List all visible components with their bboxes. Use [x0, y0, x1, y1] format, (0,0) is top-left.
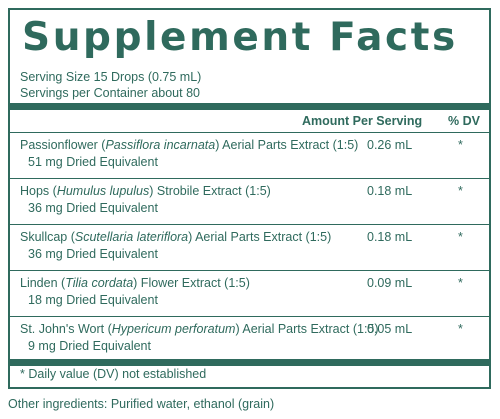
- thick-divider-top: [10, 103, 489, 110]
- ingredient-amount: 0.05 mL: [367, 322, 413, 336]
- ingredient-row: Passionflower (Passiflora incarnata) Aer…: [10, 133, 489, 178]
- ingredient-dv: *: [458, 322, 463, 336]
- ingredient-row: Skullcap (Scutellaria lateriflora) Aeria…: [10, 225, 489, 270]
- ingredient-row: Hops (Humulus lupulus) Strobile Extract …: [10, 179, 489, 224]
- latin-name: Scutellaria lateriflora: [74, 230, 189, 244]
- serving-info: Serving Size 15 Drops (0.75 mL) Servings…: [20, 69, 201, 101]
- dried-equivalent: 36 mg Dried Equivalent: [28, 247, 158, 261]
- amount-per-serving-header: Amount Per Serving: [302, 114, 423, 128]
- ingredient-row: St. John's Wort (Hypericum perforatum) A…: [10, 317, 489, 362]
- row-divider: [10, 316, 489, 317]
- ingredient-name: Skullcap (Scutellaria lateriflora) Aeria…: [20, 230, 332, 244]
- row-divider: [10, 178, 489, 179]
- ingredient-amount: 0.18 mL: [367, 184, 413, 198]
- servings-per-container: Servings per Container about 80: [20, 86, 200, 100]
- row-divider: [10, 270, 489, 271]
- ingredient-dv: *: [458, 138, 463, 152]
- dried-equivalent: 36 mg Dried Equivalent: [28, 201, 158, 215]
- latin-name: Humulus lupulus: [56, 184, 150, 198]
- supplement-facts-panel: Supplement Facts Serving Size 15 Drops (…: [8, 8, 491, 389]
- row-divider: [10, 224, 489, 225]
- serving-size: Serving Size 15 Drops (0.75 mL): [20, 70, 202, 84]
- latin-name: Tilia cordata: [65, 276, 134, 290]
- dried-equivalent: 9 mg Dried Equivalent: [28, 339, 151, 353]
- header-divider: [10, 132, 489, 133]
- dv-footnote: * Daily value (DV) not established: [20, 367, 207, 381]
- ingredient-row: Linden (Tilia cordata) Flower Extract (1…: [10, 271, 489, 316]
- ingredient-name: St. John's Wort (Hypericum perforatum) A…: [20, 322, 379, 336]
- ingredient-amount: 0.09 mL: [367, 276, 413, 290]
- other-ingredients: Other ingredients: Purified water, ethan…: [8, 397, 275, 411]
- latin-name: Passiflora incarnata: [105, 138, 216, 152]
- dried-equivalent: 51 mg Dried Equivalent: [28, 155, 158, 169]
- ingredient-dv: *: [458, 276, 463, 290]
- ingredient-dv: *: [458, 230, 463, 244]
- ingredient-amount: 0.26 mL: [367, 138, 413, 152]
- ingredient-name: Passionflower (Passiflora incarnata) Aer…: [20, 138, 359, 152]
- ingredient-dv: *: [458, 184, 463, 198]
- dried-equivalent: 18 mg Dried Equivalent: [28, 293, 158, 307]
- ingredient-amount: 0.18 mL: [367, 230, 413, 244]
- ingredient-name: Hops (Humulus lupulus) Strobile Extract …: [20, 184, 271, 198]
- ingredient-name: Linden (Tilia cordata) Flower Extract (1…: [20, 276, 250, 290]
- panel-title: Supplement Facts: [22, 15, 458, 60]
- dv-header: % DV: [448, 114, 480, 128]
- latin-name: Hypericum perforatum: [111, 322, 236, 336]
- thick-divider-bottom: [10, 359, 489, 366]
